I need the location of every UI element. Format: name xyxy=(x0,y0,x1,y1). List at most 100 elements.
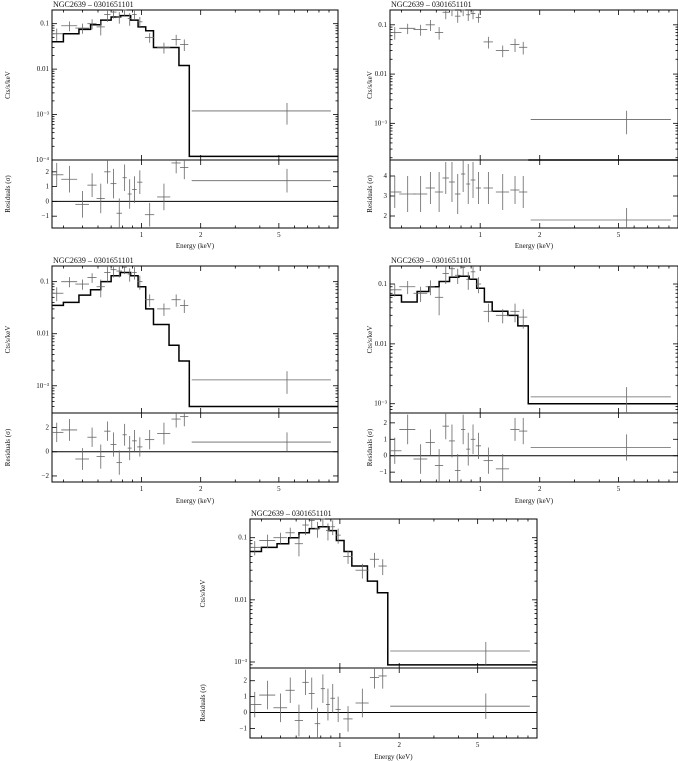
data-point xyxy=(75,279,89,290)
residual-point xyxy=(530,434,671,461)
bottom-y-tick-label: 0 xyxy=(46,448,50,456)
data-point xyxy=(137,17,143,29)
data-point xyxy=(171,34,181,46)
residual-point xyxy=(75,448,89,470)
bottom-y-tick-label: 1 xyxy=(384,435,388,443)
data-point xyxy=(52,287,64,302)
residual-point xyxy=(127,179,132,209)
residual-point xyxy=(461,414,466,445)
residual-point xyxy=(454,454,461,482)
residual-point xyxy=(87,173,97,197)
residual-point xyxy=(425,172,435,204)
bottom-y-axis-label: Residuals (σ) xyxy=(366,428,374,466)
top-y-axis-label: Cts/s/keV xyxy=(4,326,12,354)
data-point xyxy=(475,13,482,23)
model-step-line xyxy=(250,526,537,666)
residual-point xyxy=(308,677,315,710)
bottom-y-axis-label: Residuals (σ) xyxy=(4,175,12,213)
residual-point xyxy=(355,688,369,718)
data-point xyxy=(495,45,510,58)
residual-point xyxy=(510,417,520,441)
data-point xyxy=(157,42,171,54)
residual-point xyxy=(518,417,528,445)
data-point xyxy=(191,102,331,125)
spectrum-panel: NGC2639 – 0301651101 0.1 0.01 10⁻³ −1 0 1 2 1 2 5 E… xyxy=(199,509,538,761)
bottom-y-tick-label: 1 xyxy=(46,183,50,191)
data-point xyxy=(448,9,455,17)
x-tick-label: 2 xyxy=(397,741,401,749)
data-point xyxy=(425,280,435,296)
data-point xyxy=(483,36,493,49)
residual-point xyxy=(530,208,671,228)
residual-point xyxy=(171,413,181,428)
residual-point xyxy=(285,677,295,703)
data-point xyxy=(461,266,466,276)
residual-point xyxy=(466,432,471,466)
chart-title: NGC2639 – 0301651101 xyxy=(53,256,134,265)
residual-point xyxy=(132,429,137,452)
bottom-plot-frame xyxy=(389,159,678,229)
top-y-tick-label: 0.01 xyxy=(375,70,388,78)
residual-point xyxy=(390,176,402,208)
x-tick-label: 5 xyxy=(617,485,621,493)
x-axis-label: Energy (keV) xyxy=(176,242,215,250)
residual-point xyxy=(483,172,493,204)
model-step-line xyxy=(390,275,678,405)
residual-point xyxy=(442,413,449,440)
data-point xyxy=(530,387,671,413)
bottom-plot-frame xyxy=(51,159,339,229)
bottom-y-tick-label: 2 xyxy=(46,424,50,432)
residual-point xyxy=(413,176,428,212)
data-point xyxy=(518,41,528,55)
data-point xyxy=(335,528,341,544)
residual-point xyxy=(116,450,122,475)
top-plot-frame xyxy=(51,265,339,414)
residual-point xyxy=(104,421,111,441)
x-tick-label: 1 xyxy=(338,741,342,749)
residual-point xyxy=(144,202,155,227)
data-point xyxy=(470,10,476,20)
chart-title: NGC2639 – 0301651101 xyxy=(391,0,472,9)
top-y-tick-label: 10⁻³ xyxy=(374,119,387,127)
x-axis-label: Energy (keV) xyxy=(515,242,554,250)
residual-point xyxy=(87,427,97,447)
data-point xyxy=(132,10,137,21)
data-point xyxy=(425,20,435,31)
data-point xyxy=(137,275,143,290)
bottom-y-tick-label: −1 xyxy=(240,724,248,732)
data-point xyxy=(483,303,493,323)
residual-point xyxy=(110,432,117,457)
model-step-line xyxy=(52,14,338,158)
top-y-tick-label: 10⁻³ xyxy=(36,382,49,390)
residual-point xyxy=(110,168,117,199)
bottom-y-tick-label: 3 xyxy=(384,192,388,200)
residual-point xyxy=(475,172,482,204)
x-tick-label: 5 xyxy=(617,231,621,239)
data-point xyxy=(466,10,471,21)
residual-point xyxy=(413,444,428,474)
top-y-tick-label: 0.01 xyxy=(37,330,50,338)
x-axis-label: Energy (keV) xyxy=(515,497,554,505)
data-point xyxy=(75,23,89,34)
data-point xyxy=(180,39,189,52)
residual-point xyxy=(466,164,471,204)
top-y-axis-label: Cts/s/keV xyxy=(366,71,374,99)
top-plot-frame xyxy=(51,9,339,161)
x-tick-label: 1 xyxy=(478,485,482,493)
data-point xyxy=(330,520,336,536)
residual-point xyxy=(320,674,325,703)
bottom-y-axis-label: Residuals (σ) xyxy=(366,175,374,213)
residual-point xyxy=(448,162,455,202)
data-point xyxy=(122,9,127,16)
residual-point xyxy=(434,449,444,482)
bottom-y-axis-label: Residuals (σ) xyxy=(4,428,12,466)
top-y-tick-label: 0.1 xyxy=(238,534,247,542)
x-tick-label: 1 xyxy=(140,485,144,493)
data-point xyxy=(454,11,461,23)
data-point xyxy=(52,28,64,41)
data-point xyxy=(87,273,97,283)
data-point xyxy=(475,277,482,294)
x-tick-label: 1 xyxy=(478,231,482,239)
residual-point xyxy=(470,162,476,198)
residual-point xyxy=(180,413,189,427)
